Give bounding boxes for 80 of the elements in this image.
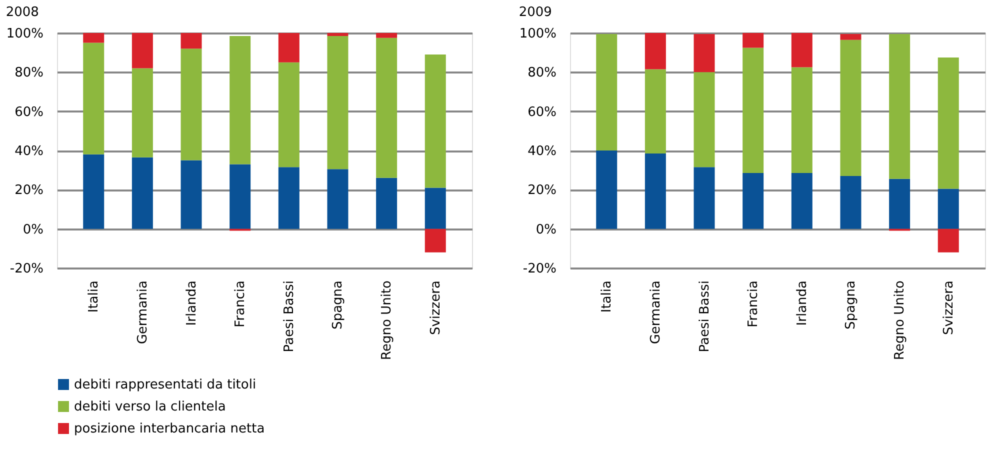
x-tick-label: Svizzera — [941, 280, 956, 336]
bar — [278, 167, 300, 229]
bar — [83, 33, 104, 43]
x-tick-label: Irlanda — [794, 280, 810, 326]
bar — [840, 40, 862, 176]
bar — [791, 173, 812, 229]
bar — [791, 67, 812, 174]
bar — [694, 72, 715, 168]
legend-label: debiti rappresentati da titoli — [74, 378, 256, 392]
bar — [180, 48, 202, 160]
bar — [278, 62, 300, 168]
bar — [278, 33, 300, 62]
bar — [596, 150, 618, 229]
y-tick-label: 0% — [22, 222, 44, 238]
bar — [230, 164, 251, 229]
y-tick-label: 80% — [528, 66, 556, 81]
bar — [596, 34, 618, 150]
bar — [83, 42, 104, 154]
bar — [742, 33, 764, 48]
bar — [742, 48, 764, 174]
y-tick-label: 20% — [528, 183, 556, 198]
x-tick-label: Regno Unito — [892, 280, 908, 360]
bar — [694, 167, 715, 229]
y-tick-label: -20% — [522, 262, 556, 276]
bar — [938, 188, 959, 229]
bar — [938, 57, 959, 189]
bar — [132, 68, 153, 158]
bar — [791, 33, 812, 68]
x-tick-label: Paesi Bassi — [282, 280, 297, 352]
x-tick-label: Italia — [86, 280, 102, 313]
bar — [132, 157, 153, 229]
x-tick-label: Spagna — [844, 280, 859, 330]
bar — [840, 34, 862, 40]
bar — [889, 34, 910, 179]
bar — [889, 178, 910, 229]
x-tick-label: Germania — [648, 280, 664, 344]
bar — [424, 54, 446, 188]
x-tick-label: Regno Unito — [380, 280, 395, 360]
legend-label: posizione interbancaria netta — [74, 422, 265, 436]
y-tick-label: 40% — [14, 144, 44, 159]
bar — [424, 188, 446, 229]
y-tick-label: 80% — [14, 66, 44, 81]
x-tick-label: Paesi Bassi — [697, 280, 712, 352]
bar — [938, 228, 959, 252]
x-tick-label: Irlanda — [184, 280, 200, 326]
bar — [327, 169, 348, 229]
bar — [644, 33, 666, 70]
y-tick-label: 40% — [528, 144, 556, 159]
chart-title: 2009 — [518, 5, 552, 20]
bar — [694, 34, 715, 72]
bar — [132, 33, 153, 68]
bar — [83, 154, 104, 229]
bar — [644, 69, 666, 154]
y-tick-label: 20% — [14, 183, 44, 198]
bar — [376, 33, 398, 38]
y-tick-label: 0% — [536, 222, 556, 238]
bar — [327, 33, 348, 36]
bar — [424, 228, 446, 252]
x-tick-label: Italia — [600, 280, 615, 313]
chart-title: 2008 — [6, 5, 39, 20]
x-tick-label: Francia — [746, 280, 762, 328]
x-tick-label: Germania — [135, 280, 150, 344]
x-tick-label: Spagna — [330, 280, 346, 330]
bar — [840, 176, 862, 229]
y-tick-label: 100% — [519, 26, 556, 42]
bar — [376, 178, 398, 229]
bar — [180, 160, 202, 229]
bar — [180, 33, 202, 49]
y-tick-label: -20% — [10, 262, 44, 276]
y-tick-label: 100% — [6, 26, 44, 42]
bar — [327, 36, 348, 170]
bar — [742, 173, 764, 229]
bar — [644, 153, 666, 229]
y-tick-label: 60% — [528, 104, 556, 120]
x-tick-label: Svizzera — [428, 280, 444, 336]
bar — [230, 36, 251, 164]
bar — [376, 38, 398, 178]
x-tick-label: Francia — [233, 280, 248, 328]
legend-label: debiti verso la clientela — [74, 400, 226, 414]
y-tick-label: 60% — [14, 104, 44, 120]
